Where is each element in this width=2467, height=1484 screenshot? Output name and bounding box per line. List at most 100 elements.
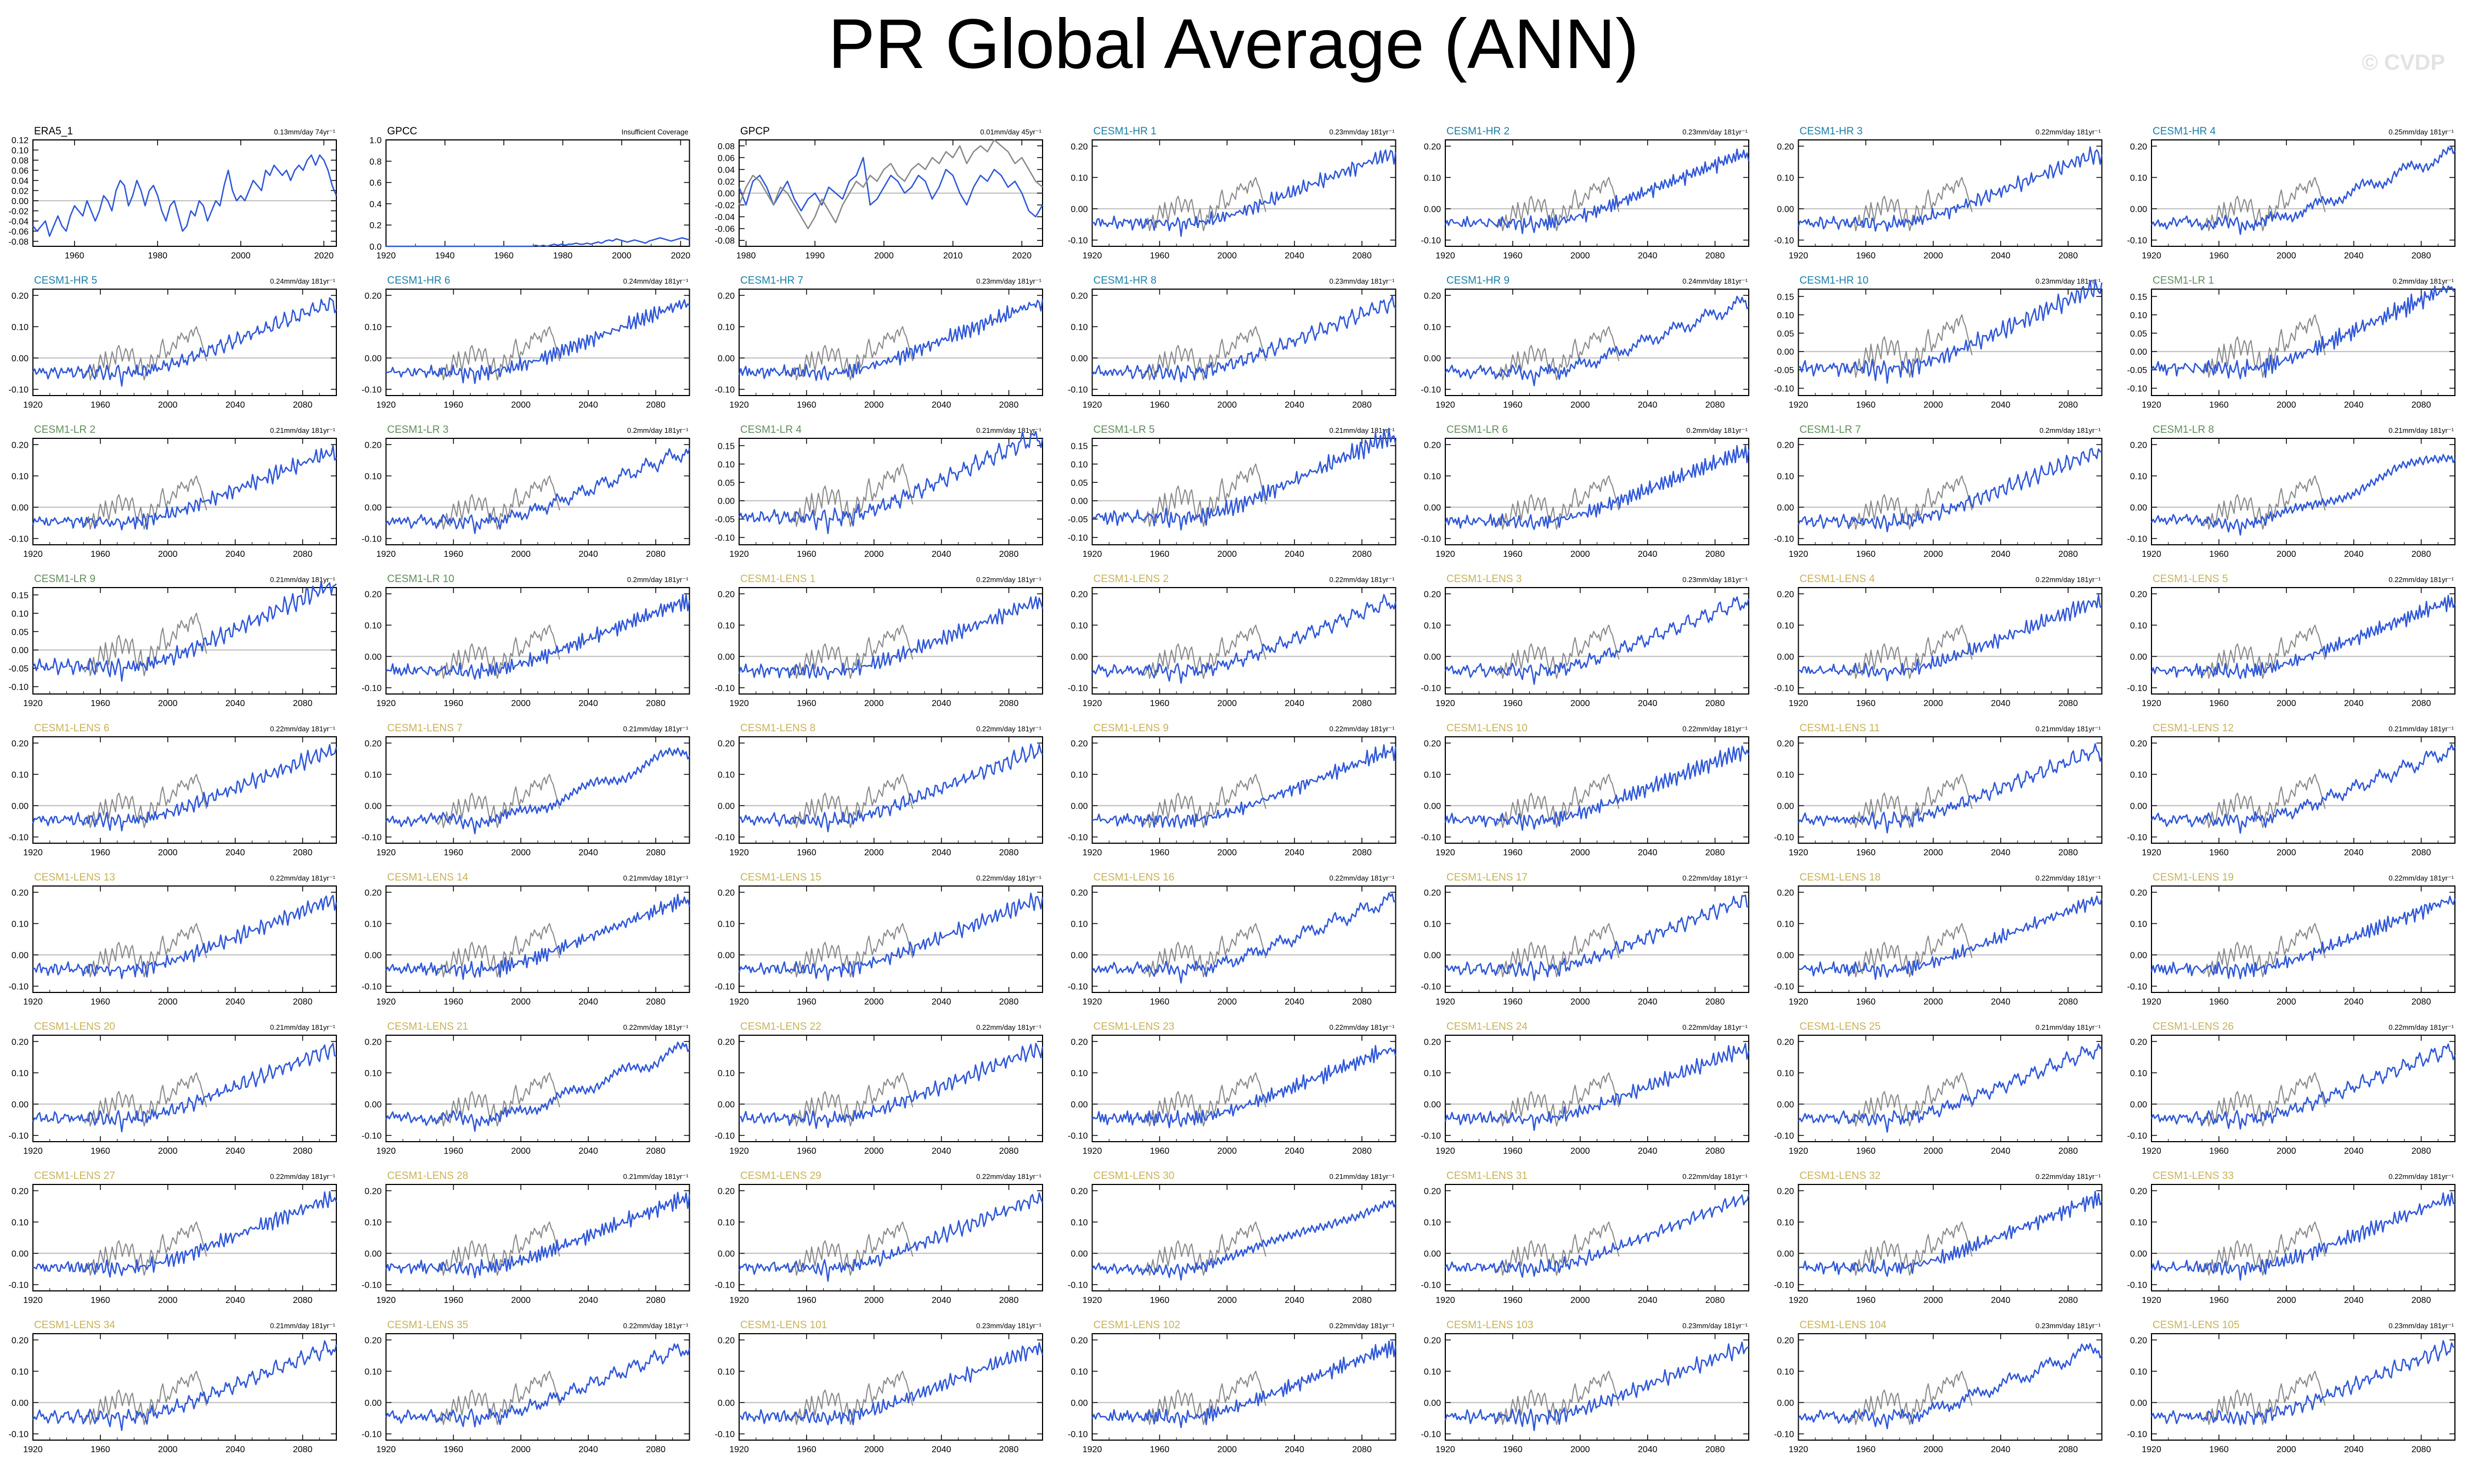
x-tick-label: 1920 [376, 1296, 396, 1305]
x-tick-label: 1920 [1789, 400, 1809, 410]
x-tick-label: 2000 [1570, 1445, 1590, 1454]
y-tick-label: 0.20 [12, 888, 29, 898]
y-tick-label: 0.05 [2130, 329, 2147, 338]
x-tick-label: 2000 [2277, 848, 2296, 857]
y-tick-label: -0.10 [2127, 684, 2148, 693]
x-tick-label: 1920 [729, 1296, 749, 1305]
y-tick-label: 0.00 [364, 354, 381, 364]
x-tick-label: 2080 [1705, 997, 1725, 1007]
y-tick-label: 0.00 [1071, 1399, 1088, 1408]
x-tick-label: 1940 [435, 251, 455, 261]
observation-overlay-line [1142, 326, 1266, 381]
trend-label: 0.13mm/day 74yr⁻¹ [274, 128, 335, 136]
series-line [2150, 1192, 2455, 1281]
observation-overlay-line [83, 774, 207, 828]
panel-frame [739, 438, 1043, 545]
x-tick-label: 1920 [23, 848, 43, 857]
x-tick-label: 2040 [1991, 1296, 2010, 1305]
x-tick-label: 1960 [91, 1147, 110, 1156]
y-tick-label: 0.20 [1424, 1336, 1441, 1345]
chart-panel: 0.20 0.10 0.00 -0.10 1920 1960 2000 2040 2080 CES… [9, 275, 337, 410]
panel-frame [32, 139, 337, 247]
y-tick-label: 0.10 [2130, 173, 2147, 183]
x-tick-label: 1920 [23, 400, 43, 410]
observation-overlay-line [1142, 923, 1266, 978]
x-tick-label: 1960 [2209, 400, 2229, 410]
y-tick-label: 0.0 [369, 242, 381, 252]
x-tick-label: 1960 [91, 997, 110, 1007]
x-tick-label: 2040 [578, 1445, 598, 1454]
panel-frame [32, 438, 337, 545]
chart-panel: 0.20 0.10 0.00 -0.10 1920 1960 2000 2040 2080 CES… [1421, 1319, 1749, 1454]
panel-frame [1445, 438, 1749, 545]
y-tick-label: 0.10 [718, 1367, 735, 1376]
y-tick-label: -0.10 [1421, 983, 1441, 992]
panel-frame [1445, 587, 1749, 695]
trend-label: 0.24mm/day 181yr⁻¹ [1682, 277, 1748, 285]
panel-frame [1445, 1333, 1749, 1441]
y-tick-label: 0.00 [12, 1250, 29, 1259]
y-tick-label: 0.10 [2130, 621, 2147, 630]
y-tick-label: 0.10 [364, 472, 381, 481]
y-tick-label: 0.10 [718, 460, 735, 470]
panel-name-label: CESM1-LENS 32 [1800, 1170, 1881, 1182]
x-tick-label: 2040 [1991, 550, 2010, 559]
panel-frame [2151, 587, 2455, 695]
observation-overlay-line [789, 1221, 914, 1276]
chart-panel: 0.20 0.10 0.00 -0.10 1920 1960 2000 2040 2080 CES… [1421, 424, 1750, 559]
y-tick-label: 0.00 [12, 354, 29, 364]
panel-frame [385, 289, 690, 396]
y-tick-label: 0.20 [718, 1037, 735, 1047]
chart-panel: 0.08 0.06 0.04 0.02 0.00 -0.02 -0.04 -0.06 -0.08… [715, 126, 1044, 261]
y-tick-label: 0.00 [718, 1101, 735, 1110]
panel-frame [385, 1035, 690, 1142]
y-tick-label: 0.00 [12, 197, 29, 206]
x-tick-label: 2000 [1217, 699, 1237, 708]
x-tick-label: 2080 [2412, 997, 2431, 1007]
y-tick-label: 0.20 [1777, 739, 1794, 748]
x-tick-label: 1920 [23, 699, 43, 708]
x-tick-label: 2040 [1285, 1147, 1304, 1156]
y-tick-label: -0.10 [362, 1281, 382, 1290]
x-tick-label: 2040 [1285, 1296, 1304, 1305]
y-tick-label: 0.10 [2130, 472, 2147, 481]
panel-name-label: CESM1-LR 8 [2153, 424, 2214, 436]
chart-panel: 0.20 0.10 0.00 -0.10 1920 1960 2000 2040 2080 CES… [715, 573, 1044, 708]
trend-label: 0.21mm/day 181yr⁻¹ [623, 1172, 689, 1181]
y-tick-label: -0.10 [2127, 385, 2148, 394]
x-tick-label: 1920 [376, 997, 396, 1007]
x-tick-label: 1960 [1150, 1296, 1170, 1305]
y-tick-label: 0.20 [2130, 739, 2147, 748]
y-tick-label: 0.00 [2130, 504, 2147, 513]
trend-label: 0.2mm/day 181yr⁻¹ [2040, 426, 2101, 435]
x-tick-label: 2080 [293, 699, 313, 708]
x-tick-label: 2080 [2412, 848, 2431, 857]
chart-panel: 0.20 0.10 0.00 -0.10 1920 1960 2000 2040 2080 CES… [362, 424, 690, 559]
series-line [2150, 1043, 2456, 1130]
chart-panel: 0.15 0.10 0.05 0.00 -0.05 -0.10 1920 1960 2000 20… [2127, 275, 2455, 410]
y-tick-label: -0.10 [1421, 386, 1441, 395]
y-tick-label: 0.20 [364, 1187, 381, 1196]
series-line [2150, 595, 2456, 680]
x-tick-label: 2000 [158, 400, 178, 410]
trend-label: 0.22mm/day 181yr⁻¹ [2389, 1023, 2454, 1031]
y-tick-label: 1.0 [369, 136, 381, 145]
chart-panel: 0.20 0.10 0.00 -0.10 1920 1960 2000 2040 2080 CES… [9, 872, 337, 1007]
chart-panel: 0.20 0.10 0.00 -0.10 1920 1960 2000 2040 2080 CES… [715, 275, 1044, 410]
x-tick-label: 2080 [2058, 550, 2078, 559]
panel-frame [1091, 885, 1396, 993]
y-tick-label: 0.05 [1777, 329, 1794, 338]
y-tick-label: 0.00 [1071, 802, 1088, 811]
trend-label: 0.23mm/day 181yr⁻¹ [2036, 277, 2102, 285]
x-tick-label: 1920 [1083, 997, 1102, 1007]
y-tick-label: -0.10 [715, 534, 735, 543]
x-tick-label: 2040 [578, 699, 598, 708]
x-tick-label: 2080 [999, 848, 1019, 857]
panel-name-label: CESM1-LENS 29 [740, 1170, 821, 1182]
y-tick-label: 0.00 [1424, 504, 1441, 513]
series-line [1091, 1200, 1396, 1281]
y-tick-label: -0.10 [715, 1132, 735, 1141]
x-tick-label: 1920 [1083, 699, 1102, 708]
x-tick-label: 2000 [158, 550, 178, 559]
y-tick-label: 0.20 [1777, 441, 1794, 450]
